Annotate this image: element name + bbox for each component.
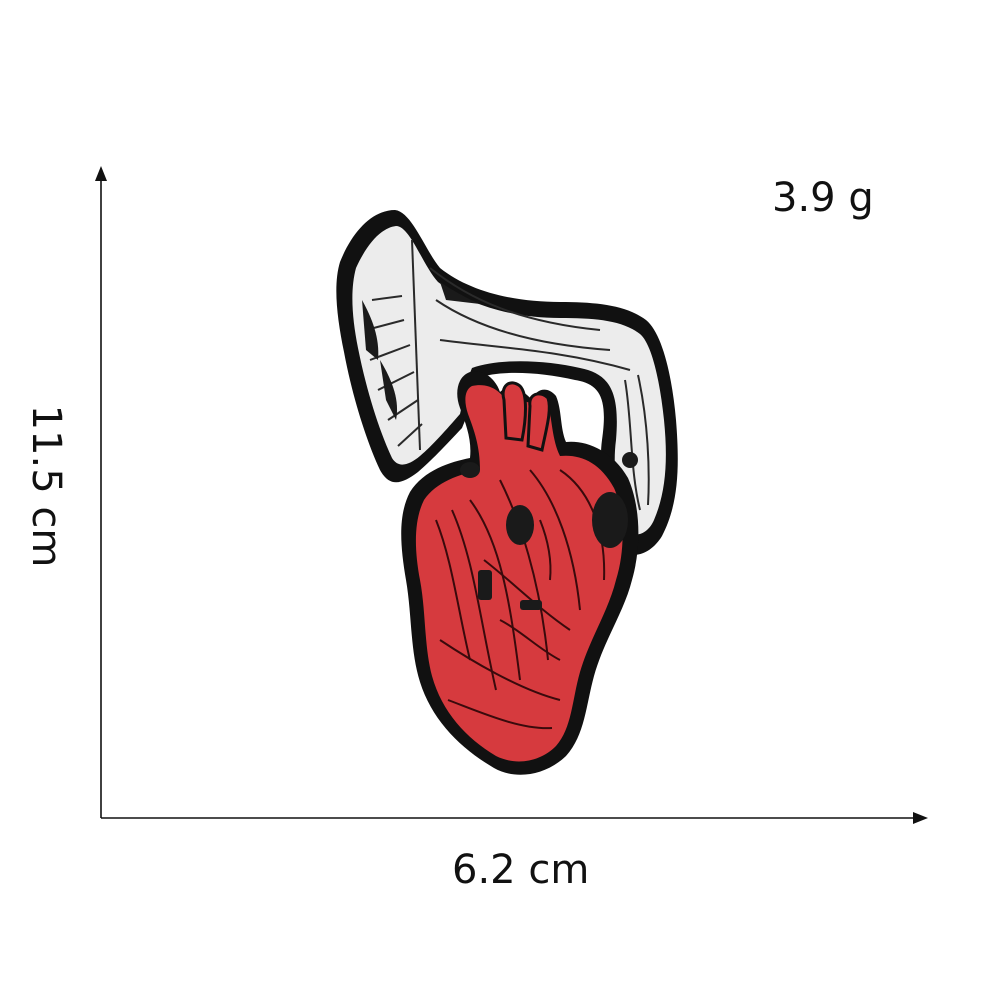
heart-dark-patches <box>460 462 628 610</box>
heart-vessels <box>501 381 551 452</box>
dimension-axes <box>95 166 928 824</box>
horn-dark-patches <box>362 282 638 468</box>
width-label: 6.2 cm <box>452 847 590 893</box>
horn-shading <box>365 239 650 511</box>
height-label: 11.5 cm <box>23 404 69 568</box>
heart-gramophone-patch-icon <box>336 210 678 775</box>
horn-body <box>352 226 666 535</box>
horizontal-axis-arrow-icon <box>913 812 928 824</box>
vertical-axis-arrow-icon <box>95 166 107 181</box>
heart-detail-lines <box>435 469 606 730</box>
weight-label: 3.9 g <box>772 175 874 221</box>
